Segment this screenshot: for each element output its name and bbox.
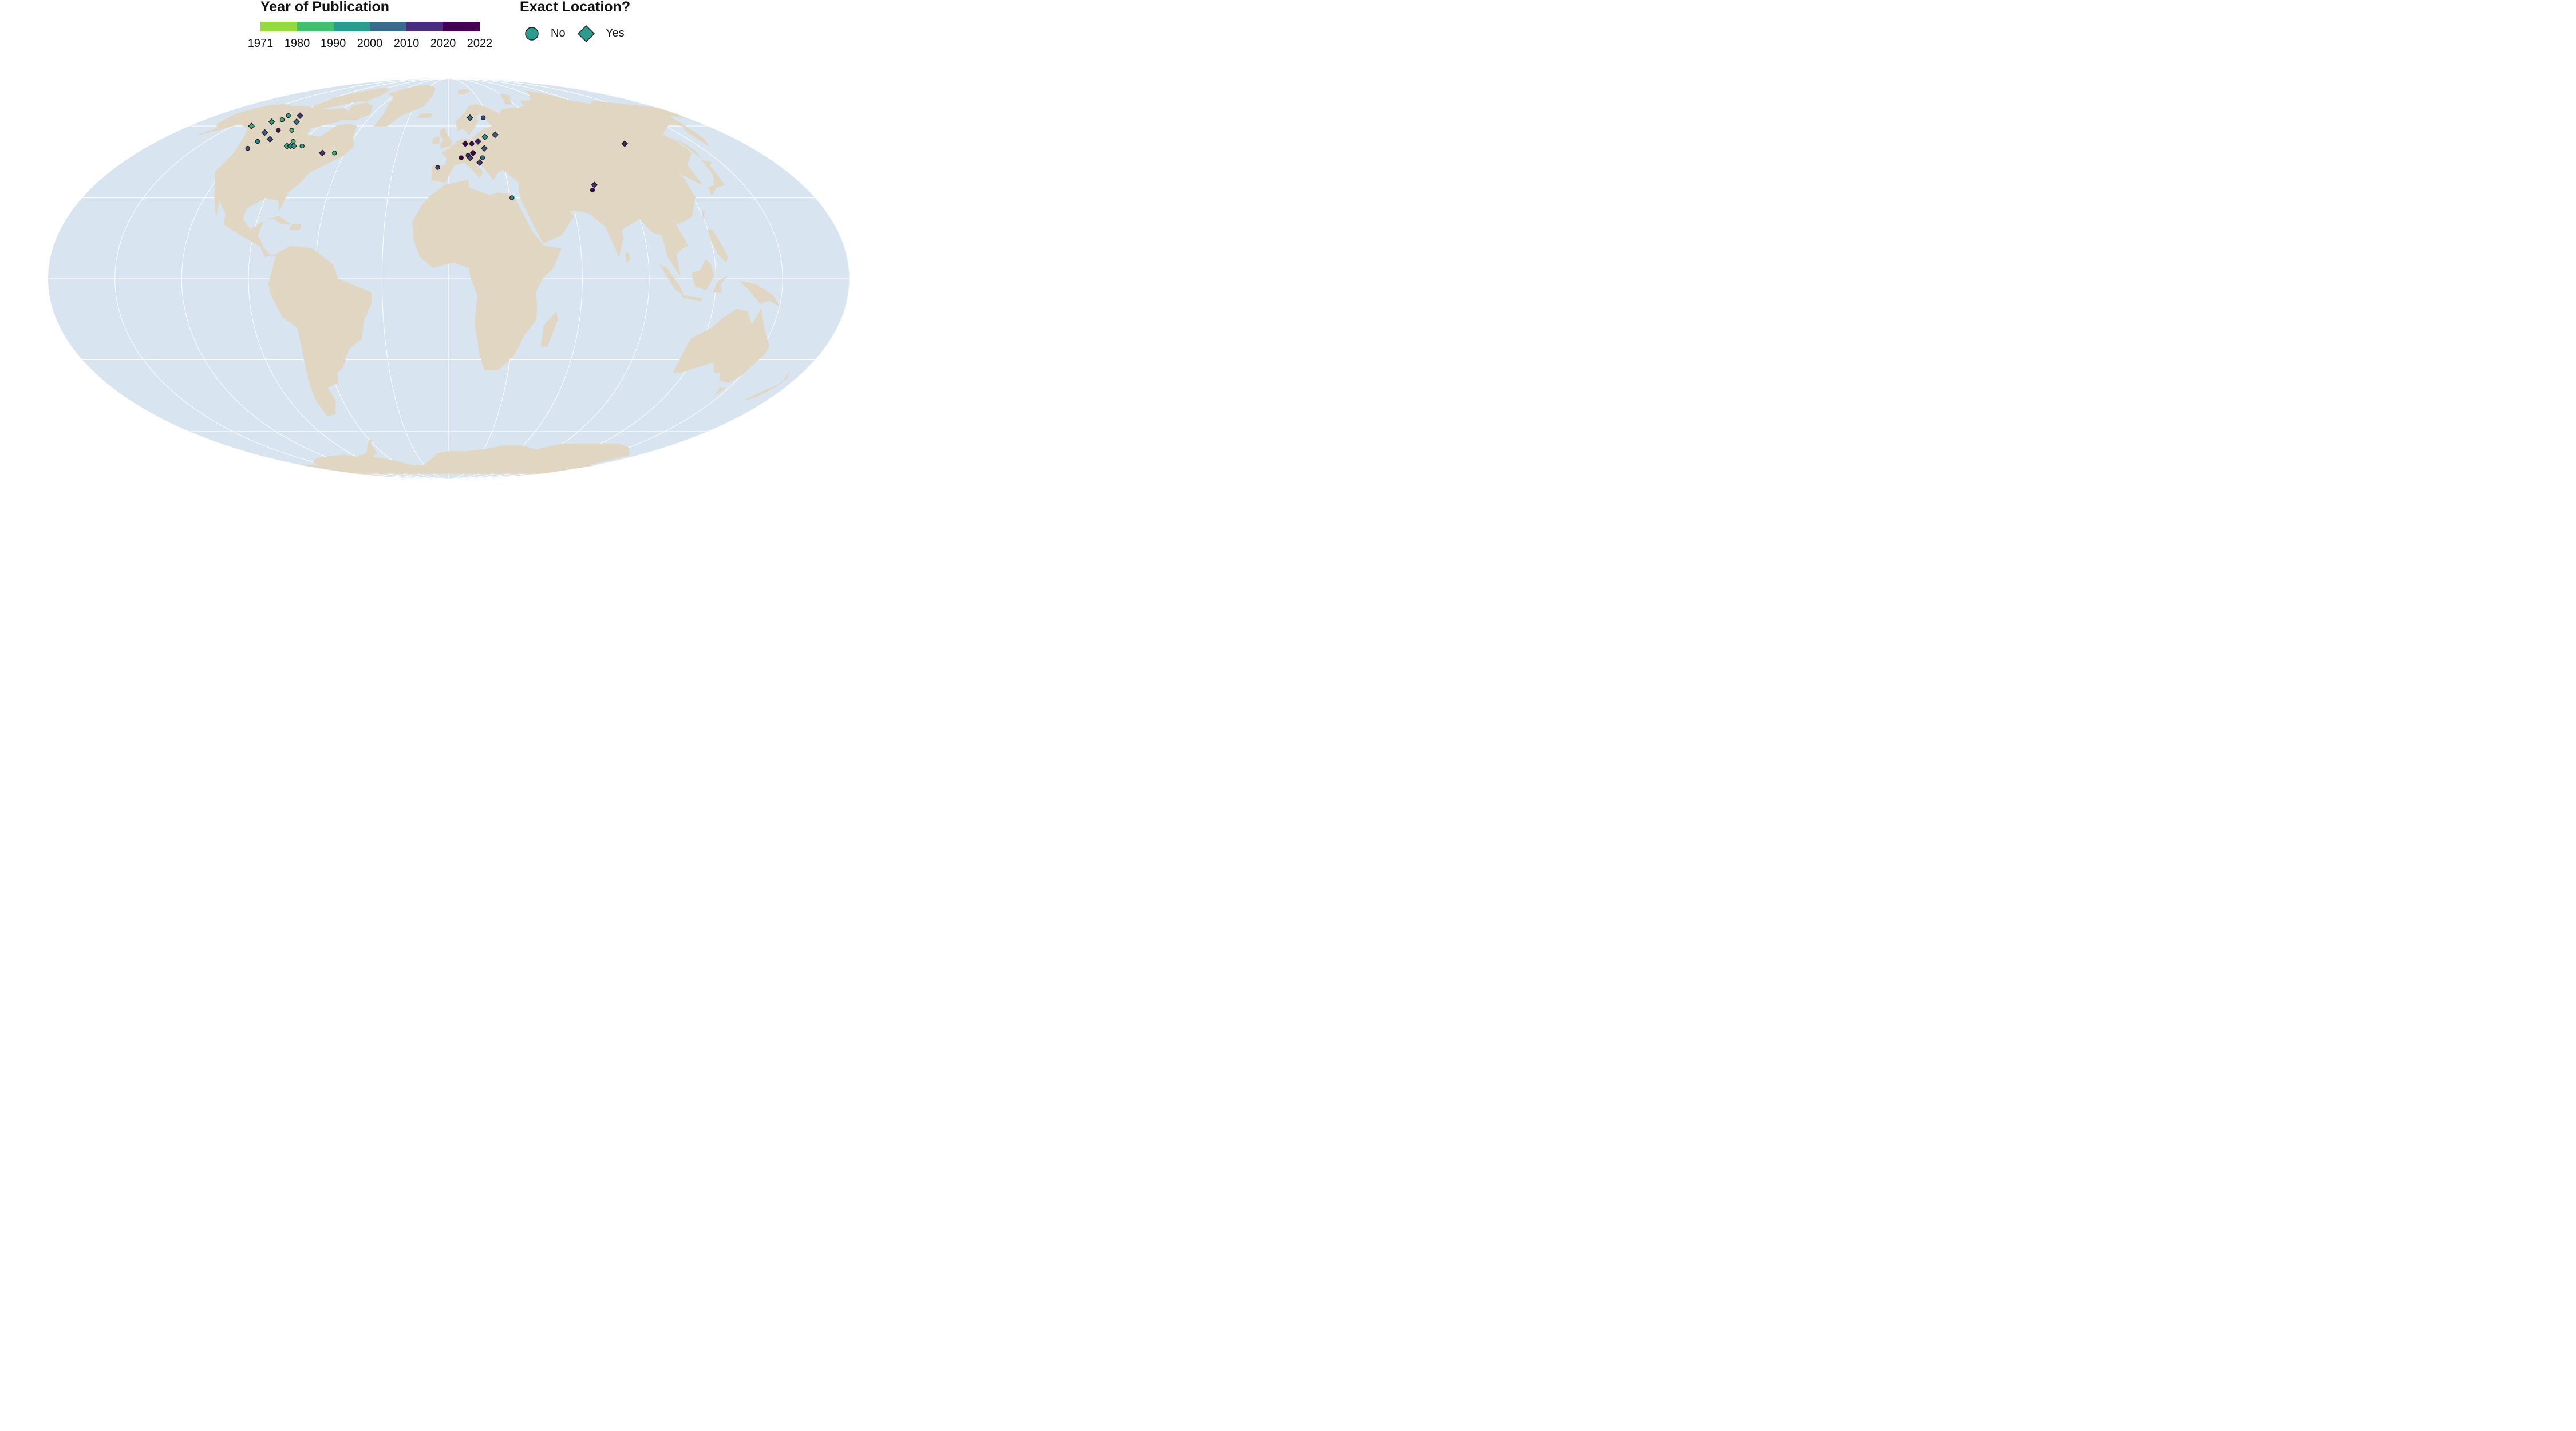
hispaniola-land (289, 224, 302, 230)
approx-location-marker (480, 155, 485, 160)
approx-location-marker (509, 195, 515, 200)
circle-key-icon (525, 27, 539, 41)
svalbard-land (457, 89, 470, 94)
sulawesi-land (713, 275, 728, 293)
shape-legend-keys (525, 25, 595, 43)
africa-land (412, 179, 562, 370)
iceland-land (417, 113, 433, 118)
sakhalin-land (677, 139, 701, 158)
colorbar-tick: 1990 (320, 37, 346, 50)
antarctica-land (301, 439, 630, 474)
colorbar-bin-3 (333, 22, 370, 31)
colorbar-bin-5 (406, 22, 444, 31)
exact-location-marker (467, 154, 474, 161)
color-legend-title: Year of Publication (260, 0, 390, 15)
approx-location-marker (435, 165, 440, 170)
approx-location-marker (291, 139, 296, 144)
study-site-markers (245, 112, 629, 200)
exact-location-marker (293, 118, 300, 125)
canadian-arctic-land (313, 88, 391, 110)
exact-location-marker (469, 149, 477, 157)
kamchatka-land (683, 125, 709, 147)
exact-location-marker (481, 145, 488, 152)
exact-location-marker (248, 122, 255, 130)
approx-location-marker (590, 187, 595, 193)
approx-location-marker (332, 151, 337, 156)
world-map (48, 78, 850, 479)
approx-location-marker (245, 145, 250, 151)
madagascar-land (540, 311, 558, 347)
exact-location-marker (261, 129, 268, 136)
shape-legend-label-no: No (551, 27, 566, 39)
exact-location-marker (290, 143, 298, 149)
new-guinea-land (740, 281, 780, 307)
exact-location-marker (621, 140, 629, 147)
shape-legend-label-yes: Yes (606, 27, 625, 39)
land-masses (197, 85, 789, 474)
sri-lanka-land (625, 251, 631, 263)
exact-location-marker (461, 140, 469, 147)
colorbar-bin-1 (260, 22, 297, 31)
baffin-land (340, 102, 373, 120)
approx-location-marker (286, 113, 291, 118)
greenland-land (373, 85, 436, 127)
approx-location-marker (279, 117, 285, 122)
java-land (681, 295, 702, 301)
tasmania-land (715, 387, 726, 396)
arabia-land (520, 197, 574, 244)
colorbar-tick: 2010 (393, 37, 420, 50)
colorbar-tick: 1980 (284, 37, 310, 50)
diamond-key-icon (577, 25, 595, 43)
exact-location-marker (476, 159, 483, 166)
colorbar-tick: 2000 (357, 37, 383, 50)
colorbar-bin-2 (297, 22, 334, 31)
shape-legend-title: Exact Location? (520, 0, 631, 15)
exact-location-marker (297, 112, 303, 120)
exact-location-marker (475, 138, 481, 145)
approx-location-marker (299, 143, 305, 149)
britain-land (439, 128, 453, 149)
meridian-line (448, 78, 850, 479)
sumatra-land (659, 264, 685, 296)
ireland-land (432, 136, 440, 144)
philippines-land (708, 229, 728, 263)
exact-location-marker (492, 131, 499, 139)
colorbar-bin-4 (370, 22, 407, 31)
approx-location-marker (289, 128, 294, 133)
exact-location-marker (481, 133, 489, 141)
australia-land (673, 309, 770, 383)
colorbar-tick: 1971 (247, 37, 274, 50)
approx-location-marker (469, 141, 475, 147)
approx-location-marker (255, 139, 260, 144)
colorbar-tick: 2022 (467, 37, 493, 50)
borneo-land (691, 259, 714, 290)
exact-location-marker (266, 136, 274, 143)
approx-location-marker (459, 155, 464, 160)
japan-land (701, 160, 725, 196)
new-zealand-land (745, 372, 789, 400)
exact-location-marker (591, 181, 598, 188)
colorbar-tick: 2020 (430, 37, 456, 50)
cuba-land (268, 216, 291, 225)
approx-location-marker (276, 128, 281, 133)
approx-location-marker (480, 115, 486, 120)
colorbar-bin-6 (443, 22, 480, 31)
novaya-zemlya-land (500, 93, 512, 105)
north-america-land (197, 104, 357, 258)
colorbar (260, 22, 480, 31)
south-america-land (268, 246, 372, 417)
exact-location-marker (268, 118, 275, 125)
exact-location-marker (467, 114, 473, 121)
exact-location-marker (319, 149, 326, 157)
taiwan-land (702, 211, 705, 219)
